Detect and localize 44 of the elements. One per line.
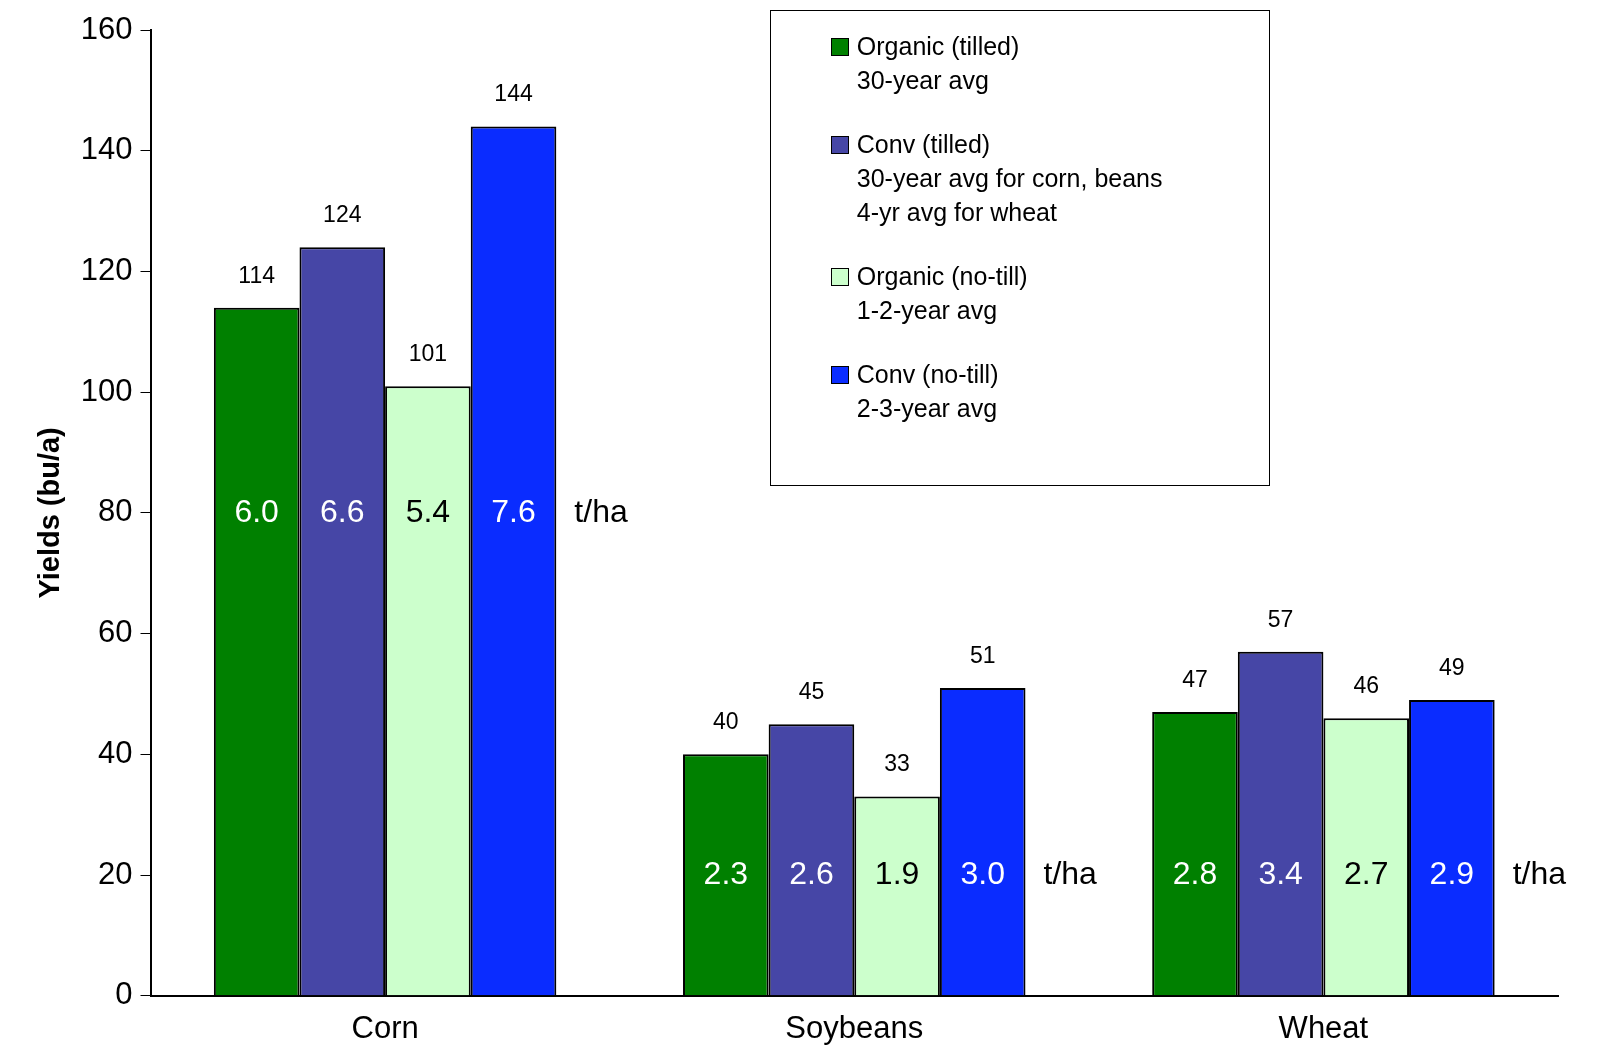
data-label: 114 <box>238 261 276 288</box>
data-label: 57 <box>1267 605 1294 632</box>
y-tick-label: 40 <box>98 734 133 770</box>
legend-label: Conv (no-till) 2-3-year avg <box>856 359 999 424</box>
y-axis-title: Yields (bu/a) <box>33 427 66 599</box>
data-label: 51 <box>969 641 996 668</box>
annotation: t/ha <box>1043 854 1098 891</box>
y-tick-label: 60 <box>98 614 133 650</box>
data-label: 40 <box>713 708 739 735</box>
y-tick-label: 120 <box>80 252 133 287</box>
x-tick-label: Wheat <box>1278 1009 1369 1045</box>
y-tick-label: 140 <box>80 131 133 167</box>
data-label: 45 <box>798 678 825 705</box>
annotation: t/ha <box>1512 854 1567 891</box>
annotation: 1.9 <box>874 854 920 891</box>
annotation: 5.4 <box>405 492 451 529</box>
annotation: 6.6 <box>320 492 365 529</box>
y-tick-label: 80 <box>98 493 133 529</box>
data-label: 46 <box>1353 671 1380 698</box>
y-tick-label: 160 <box>80 10 133 46</box>
y-tick-label: 0 <box>115 976 133 1012</box>
legend-label: Conv (tilled) 30-year avg for corn, beans 4-yr avg for wheat <box>856 129 1163 228</box>
legend-label: Organic (no-till) 1-2-year avg <box>856 261 1028 326</box>
y-tick-label: 100 <box>80 372 133 408</box>
data-label: 101 <box>408 339 448 366</box>
data-label: 124 <box>323 201 362 228</box>
annotation: 3.0 <box>960 854 1005 891</box>
y-tick-label: 20 <box>98 855 133 891</box>
annotation: 2.7 <box>1343 854 1389 891</box>
x-tick-label: Corn <box>351 1009 419 1045</box>
annotation: 2.3 <box>703 854 749 891</box>
annotation: t/ha <box>574 492 628 529</box>
annotation: 3.4 <box>1258 854 1303 891</box>
annotation: 6.0 <box>234 492 279 529</box>
data-label: 47 <box>1182 665 1208 692</box>
annotation: 2.8 <box>1172 854 1218 891</box>
data-label: 33 <box>884 750 910 777</box>
data-label: 49 <box>1439 653 1465 680</box>
annotation: 2.6 <box>789 854 834 891</box>
x-tick-label: Soybeans <box>785 1009 924 1045</box>
annotation: 2.9 <box>1429 854 1475 891</box>
annotation: 7.6 <box>491 492 536 529</box>
legend-label: Organic (tilled) 30-year avg <box>856 31 1020 96</box>
data-label: 144 <box>494 80 533 107</box>
